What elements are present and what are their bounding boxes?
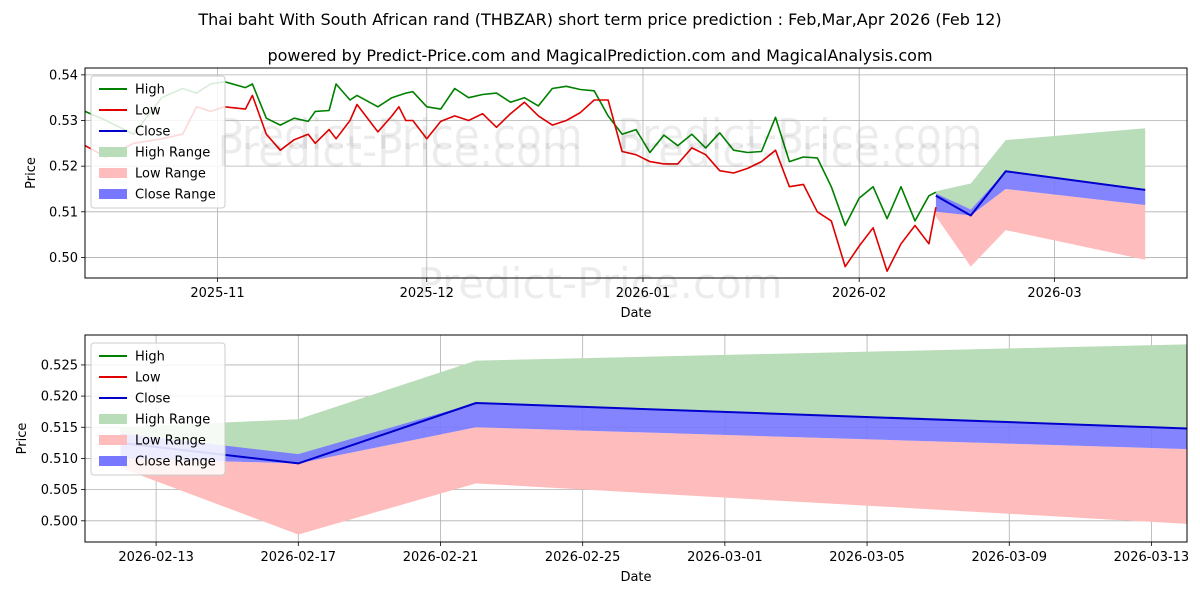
y-tick-label: 0.53 — [49, 114, 78, 129]
legend-high-range-label: High Range — [135, 413, 210, 428]
x-tick-label: 2026-03 — [1027, 286, 1081, 301]
low-series-line — [84, 94, 937, 273]
watermark-text: Predict-Price.com — [617, 127, 982, 176]
x-axis-label: Date — [620, 570, 651, 585]
top-panel: Predict-Price.com Predict-Price.comPredic… — [24, 67, 1188, 321]
y-tick-label: 0.500 — [41, 514, 78, 529]
legend-high-range-swatch — [99, 147, 127, 157]
legend-low-label: Low — [135, 371, 161, 386]
x-tick-label: 2025-11 — [190, 286, 244, 301]
y-tick-label: 0.520 — [41, 390, 78, 405]
watermark-text: Predict-Price.com — [617, 110, 982, 159]
x-tick-label: 2026-02-21 — [403, 550, 479, 565]
x-tick-label: 2026-02 — [832, 286, 886, 301]
y-tick-label: 0.50 — [49, 251, 78, 266]
watermark-text: Predict-Price.com — [217, 127, 582, 176]
x-axis-label: Date — [620, 306, 651, 321]
legend-low-range-swatch — [99, 168, 127, 178]
watermark-text: Predict-Price.com — [217, 110, 582, 159]
legend-high-label: High — [135, 83, 165, 98]
x-tick-label: 2026-01 — [616, 286, 670, 301]
high-range-area — [120, 344, 1187, 464]
legend-low-range-label: Low Range — [135, 434, 206, 449]
x-tick-label: 2026-02-17 — [261, 550, 337, 565]
chart-title: Thai baht With South African rand (THBZA… — [197, 10, 1001, 29]
y-tick-label: 0.510 — [41, 452, 78, 467]
x-tick-label: 2026-02-25 — [545, 550, 621, 565]
bottom-panel: Predict-Price.com Predict-Price.com Predic… — [15, 127, 1189, 585]
high-series-line — [84, 80, 937, 227]
chart-subtitle: powered by Predict-Price.com and Magical… — [267, 46, 932, 65]
y-tick-label: 0.54 — [49, 68, 78, 83]
high-range-area — [935, 128, 1146, 210]
close-series-line — [935, 170, 1146, 217]
legend-high-range-swatch — [99, 414, 127, 424]
plot-frame — [84, 334, 1188, 543]
legend-low-label: Low — [135, 104, 161, 119]
x-tick-label: 2026-03-09 — [971, 550, 1047, 565]
legend-close-range-label: Close Range — [135, 455, 216, 470]
x-tick-label: 2026-03-05 — [829, 550, 905, 565]
x-tick-label: 2026-03-13 — [1114, 550, 1190, 565]
low-range-area — [935, 189, 1146, 267]
plot-frame — [84, 67, 1188, 279]
legend-close-range-swatch — [99, 456, 127, 466]
x-tick-label: 2026-02-13 — [118, 550, 194, 565]
legend-low-range-label: Low Range — [135, 167, 206, 182]
x-tick-label: 2026-03-01 — [687, 550, 763, 565]
close-range-area — [120, 403, 1187, 464]
watermark-text: Predict-Price.com — [417, 259, 782, 308]
y-tick-label: 0.515 — [41, 421, 78, 436]
y-tick-label: 0.52 — [49, 160, 78, 175]
legend-close-label: Close — [135, 392, 170, 407]
x-tick-label: 2025-12 — [400, 286, 454, 301]
legend-close-label: Close — [135, 125, 170, 140]
legend-close-range-swatch — [99, 189, 127, 199]
legend-high-label: High — [135, 350, 165, 365]
legend-close-range-label: Close Range — [135, 188, 216, 203]
low-range-area — [120, 427, 1187, 535]
legend-low-range-swatch — [99, 435, 127, 445]
y-tick-label: 0.51 — [49, 205, 78, 220]
y-axis-label: Price — [15, 423, 30, 455]
legend-high-range-label: High Range — [135, 146, 210, 161]
y-tick-label: 0.505 — [41, 483, 78, 498]
close-range-area — [935, 171, 1146, 216]
y-tick-label: 0.525 — [41, 358, 78, 373]
y-axis-label: Price — [24, 157, 39, 189]
